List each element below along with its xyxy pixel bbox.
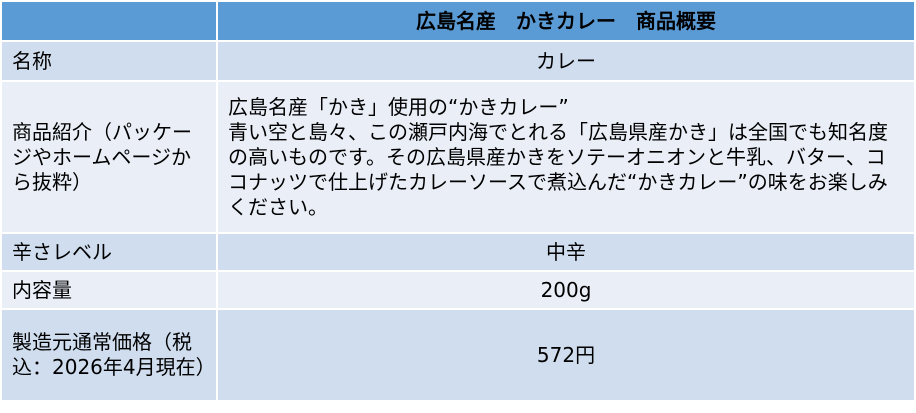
table-row: 名称 カレー (0, 40, 916, 82)
table-row: 商品紹介（パッケージやホームページから抜粋） 広島名産「かき」使用の“かきカレー… (0, 80, 916, 234)
row-value: 広島名産「かき」使用の“かきカレー” 青い空と島々、この瀬戸内海でとれる「広島県… (216, 80, 916, 234)
description-title: 広島名産「かき」使用の“かきカレー” (228, 94, 569, 119)
description-body: 青い空と島々、この瀬戸内海でとれる「広島県産かき」は全国でも知名度の高いものです… (228, 119, 888, 219)
header-empty-cell (0, 0, 218, 42)
row-label: 商品紹介（パッケージやホームページから抜粋） (0, 80, 218, 234)
table-title: 広島名産 かきカレー 商品概要 (216, 0, 916, 42)
table-row: 製造元通常価格（税込：2026年4月現在） 572円 (0, 308, 916, 402)
table-row: 内容量 200g (0, 270, 916, 310)
product-summary-table: 広島名産 かきカレー 商品概要 名称 カレー 商品紹介（パッケージやホームページ… (0, 0, 916, 402)
row-value: 中辛 (216, 232, 916, 272)
row-label: 内容量 (0, 270, 218, 310)
header-row: 広島名産 かきカレー 商品概要 (0, 0, 916, 42)
row-value: カレー (216, 40, 916, 82)
row-value: 572円 (216, 308, 916, 402)
row-label: 名称 (0, 40, 218, 82)
row-label: 製造元通常価格（税込：2026年4月現在） (0, 308, 218, 402)
table-row: 辛さレベル 中辛 (0, 232, 916, 272)
row-value: 200g (216, 270, 916, 310)
row-label: 辛さレベル (0, 232, 218, 272)
